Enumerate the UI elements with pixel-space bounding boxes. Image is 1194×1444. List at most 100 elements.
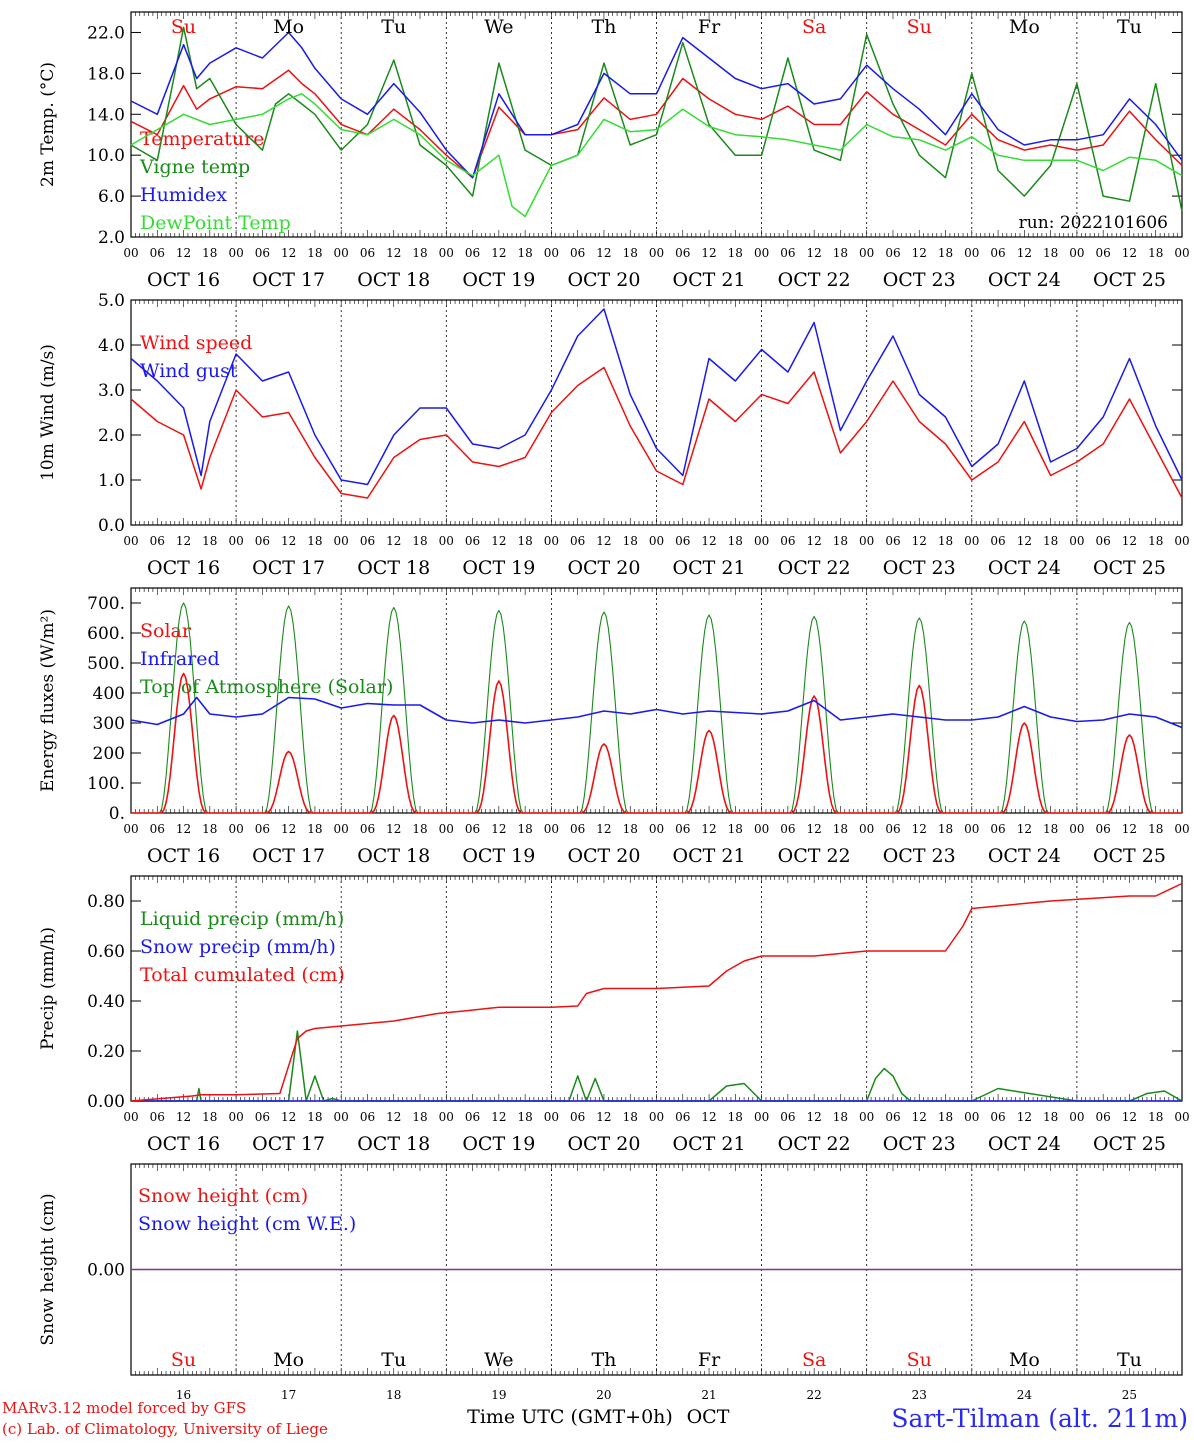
hour-tick-label: 18 [1043, 246, 1058, 260]
legend-entry: Wind speed [140, 332, 252, 354]
y-axis-label: Precip (mm/h) [38, 927, 58, 1050]
day-name-label: Mo [1009, 16, 1040, 38]
hour-tick-label: 00 [859, 1110, 874, 1124]
hour-tick-label: 06 [1096, 1110, 1111, 1124]
legend-entry: Humidex [140, 184, 227, 206]
legend-entry: DewPoint Temp [140, 212, 291, 234]
legend-entry: Vigne temp [139, 156, 250, 178]
hour-tick-label: 18 [1148, 246, 1163, 260]
hour-tick-label: 18 [517, 534, 532, 548]
hour-tick-label: 06 [990, 534, 1005, 548]
day-name-label: Su [171, 1349, 196, 1371]
hour-tick-label: 00 [1174, 822, 1189, 836]
hour-tick-label: 18 [1148, 534, 1163, 548]
hour-tick-label: 06 [675, 1110, 690, 1124]
hour-tick-label: 06 [885, 534, 900, 548]
hour-tick-label: 06 [570, 822, 585, 836]
legend-entry: Wind gust [140, 360, 238, 382]
hour-tick-label: 00 [1174, 1110, 1189, 1124]
day-name-label: Tu [381, 1349, 406, 1371]
day-name-label: We [484, 1349, 513, 1371]
y-tick-label: 18.0 [87, 64, 125, 84]
hour-tick-label: 00 [859, 246, 874, 260]
hour-tick-label: 12 [491, 1110, 506, 1124]
date-label: OCT 25 [1093, 269, 1166, 291]
hour-tick-label: 06 [255, 246, 270, 260]
date-label: OCT 18 [357, 557, 430, 579]
hour-tick-label: 06 [360, 246, 375, 260]
date-label: OCT 19 [462, 269, 535, 291]
hour-tick-label: 18 [202, 1110, 217, 1124]
date-label: OCT 16 [147, 269, 220, 291]
hour-tick-label: 12 [386, 822, 401, 836]
hour-tick-label: 12 [281, 534, 296, 548]
y-tick-label: 500. [87, 654, 125, 674]
date-label: OCT 16 [147, 1133, 220, 1155]
hour-tick-label: 18 [307, 534, 322, 548]
hour-tick-label: 18 [307, 246, 322, 260]
y-tick-label: 0.20 [87, 1042, 125, 1062]
hour-tick-label: 06 [150, 1110, 165, 1124]
date-label: OCT 24 [988, 557, 1061, 579]
day-name-label: Mo [273, 1349, 304, 1371]
date-label: OCT 18 [357, 1133, 430, 1155]
hour-tick-label: 00 [649, 246, 664, 260]
hour-tick-label: 00 [544, 1110, 559, 1124]
hour-tick-label: 18 [1043, 534, 1058, 548]
hour-tick-label: 00 [334, 246, 349, 260]
date-label: OCT 20 [567, 557, 640, 579]
day-name-label: Tu [381, 16, 406, 38]
hour-tick-label: 00 [123, 822, 138, 836]
y-tick-label: 5.0 [98, 291, 125, 311]
day-number-label: 22 [807, 1388, 822, 1402]
day-name-label: Th [591, 16, 616, 38]
hour-tick-label: 18 [623, 822, 638, 836]
y-tick-label: 0.0 [98, 516, 125, 536]
day-name-label: Mo [1009, 1349, 1040, 1371]
hour-tick-label: 12 [596, 246, 611, 260]
day-name-label: Fr [698, 1349, 721, 1371]
date-label: OCT 25 [1093, 557, 1166, 579]
y-tick-label: 200 [93, 744, 125, 764]
hour-tick-label: 06 [885, 1110, 900, 1124]
series-line-2 [130, 26, 1183, 212]
hour-tick-label: 18 [938, 1110, 953, 1124]
y-tick-label: 0. [109, 804, 125, 824]
hour-tick-label: 06 [990, 822, 1005, 836]
hour-tick-label: 18 [307, 822, 322, 836]
date-label: OCT 22 [778, 269, 851, 291]
y-tick-label: 2.0 [98, 426, 125, 446]
hour-tick-label: 00 [1069, 534, 1084, 548]
date-label: OCT 25 [1093, 845, 1166, 867]
hour-tick-label: 12 [1122, 246, 1137, 260]
hour-tick-label: 00 [1069, 246, 1084, 260]
panel-1: 22.0 18.0 14.0 10.0 6.0 2.0 2m Temp. (°C) 00 06 1… [38, 11, 1190, 291]
hour-tick-label: 00 [228, 246, 243, 260]
legend-entry: Liquid precip (mm/h) [140, 908, 344, 930]
hour-tick-label: 00 [439, 534, 454, 548]
panel-5: 0.00 Snow height (cm) Snow height (cm) Snow… [38, 1163, 1183, 1402]
model-credit: MARv3.12 model forced by GFS [2, 1399, 246, 1417]
hour-tick-label: 06 [360, 822, 375, 836]
hour-tick-label: 12 [807, 246, 822, 260]
hour-tick-label: 18 [1148, 822, 1163, 836]
date-label: OCT 21 [673, 557, 746, 579]
hour-tick-label: 12 [386, 1110, 401, 1124]
hour-tick-label: 18 [517, 822, 532, 836]
date-label: OCT 19 [462, 557, 535, 579]
hour-tick-label: 12 [912, 822, 927, 836]
date-label: OCT 19 [462, 1133, 535, 1155]
hour-tick-label: 12 [176, 822, 191, 836]
hour-tick-label: 06 [150, 822, 165, 836]
hour-tick-label: 12 [701, 822, 716, 836]
hour-tick-label: 00 [1069, 1110, 1084, 1124]
hour-tick-label: 06 [360, 1110, 375, 1124]
hour-tick-label: 12 [281, 822, 296, 836]
hour-tick-label: 18 [412, 534, 427, 548]
hour-tick-label: 12 [912, 1110, 927, 1124]
hour-tick-label: 06 [465, 822, 480, 836]
hour-tick-label: 18 [728, 534, 743, 548]
y-tick-label: 300 [93, 714, 125, 734]
hour-tick-label: 18 [202, 534, 217, 548]
